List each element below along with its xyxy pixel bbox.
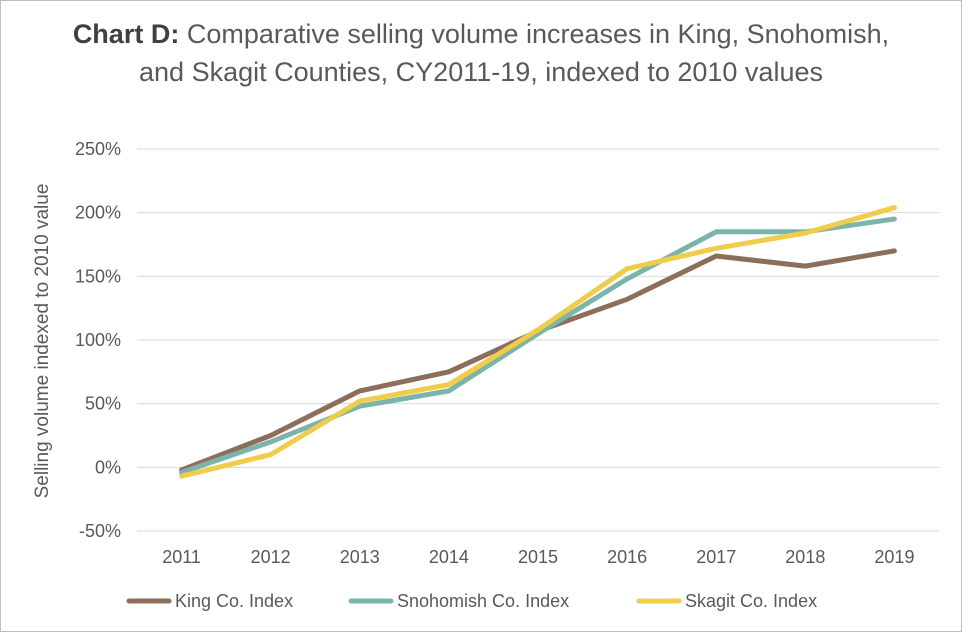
x-tick-label: 2018 xyxy=(785,547,825,567)
x-tick-label: 2015 xyxy=(518,547,558,567)
y-tick-label: 0% xyxy=(95,457,121,477)
legend-label: King Co. Index xyxy=(175,591,293,611)
series-line xyxy=(179,205,897,479)
x-tick-label: 2012 xyxy=(251,547,291,567)
y-tick-label: 50% xyxy=(85,394,121,414)
chart-title: Chart D: Comparative selling volume incr… xyxy=(61,15,901,91)
legend-label: Skagit Co. Index xyxy=(685,591,817,611)
x-tick-label: 2017 xyxy=(696,547,736,567)
legend: King Co. Index Snohomish Co. Index Skagit … xyxy=(126,591,817,611)
y-axis-ticks: 250% 200% 150% 100% 50% 0% -50% xyxy=(75,139,121,541)
series-line xyxy=(179,216,897,475)
x-tick-label: 2019 xyxy=(874,547,914,567)
y-axis-label: Selling volume indexed to 2010 value xyxy=(32,184,53,499)
x-tick-label: 2011 xyxy=(162,547,201,567)
gridlines xyxy=(137,148,939,532)
chart-title-label: Chart D: xyxy=(72,19,180,49)
x-tick-label: 2016 xyxy=(607,547,647,567)
y-tick-label: 250% xyxy=(75,139,121,159)
x-tick-label: 2014 xyxy=(429,547,469,567)
y-tick-label: 150% xyxy=(75,266,121,286)
x-axis-ticks: 2011 2012 2013 2014 2015 2016 2017 2018 2019 xyxy=(162,547,914,567)
chart-title-text: Comparative selling volume increases in … xyxy=(139,19,890,87)
y-tick-label: 200% xyxy=(75,203,121,223)
legend-label: Snohomish Co. Index xyxy=(397,591,569,611)
x-tick-label: 2013 xyxy=(340,547,380,567)
y-tick-label: -50% xyxy=(79,521,121,541)
y-tick-label: 100% xyxy=(75,330,121,350)
series-lines xyxy=(179,205,897,479)
